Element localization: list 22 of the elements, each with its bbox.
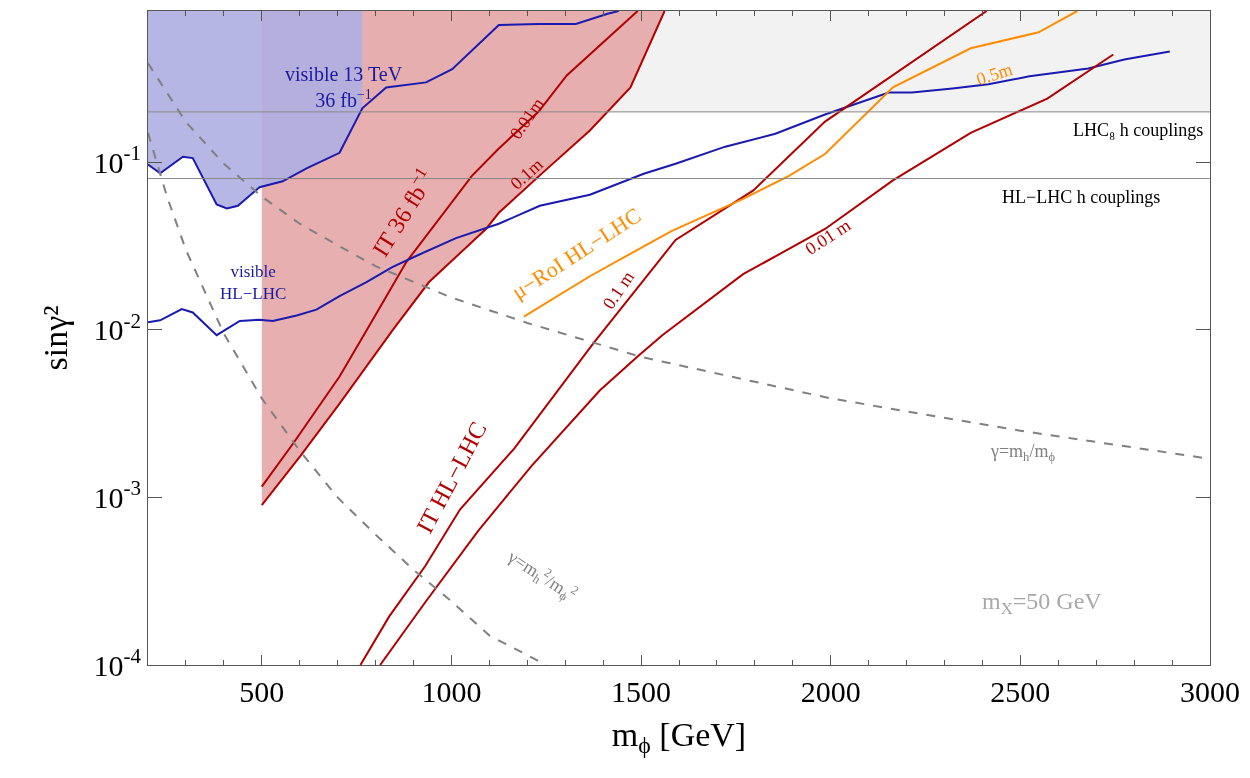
annotation: m$_{X}$=50 GeV xyxy=(982,588,1103,619)
annotation: 0.1m xyxy=(506,154,547,194)
annotation: 0.5m xyxy=(973,58,1015,90)
x-tick-label: 1500 xyxy=(611,675,672,708)
y-axis-title: sinγ² xyxy=(37,305,75,371)
x-tick-label: 500 xyxy=(239,675,285,708)
annotation: visible HL−LHC xyxy=(220,262,287,304)
y-tick-label: 10$^{-4}$ xyxy=(93,643,142,682)
x-tick-label: 2500 xyxy=(990,675,1051,708)
annotation: 0.1 m xyxy=(598,267,639,313)
y-tick-label: 10$^{-2}$ xyxy=(93,308,141,347)
annotation: 0.01 m xyxy=(801,214,855,259)
y-tick-label: 10$^{-1}$ xyxy=(93,141,141,179)
annotation: γ=m$_{h}$/m$_{ϕ}$ xyxy=(990,441,1056,464)
ref-line-label: HL−LHC h couplings xyxy=(1002,187,1161,207)
x-tick-label: 2000 xyxy=(800,675,861,708)
x-tick-label: 3000 xyxy=(1180,675,1240,708)
x-axis-title: m$_{ϕ}$ [GeV] xyxy=(611,716,747,759)
x-tick-label: 1000 xyxy=(421,675,482,708)
annotation: visible 13 TeV 36 fb$^{−1}$ xyxy=(285,63,403,111)
ref-line-label: LHC₈ h couplings xyxy=(1073,120,1204,140)
y-tick-label: 10$^{-3}$ xyxy=(93,476,141,514)
